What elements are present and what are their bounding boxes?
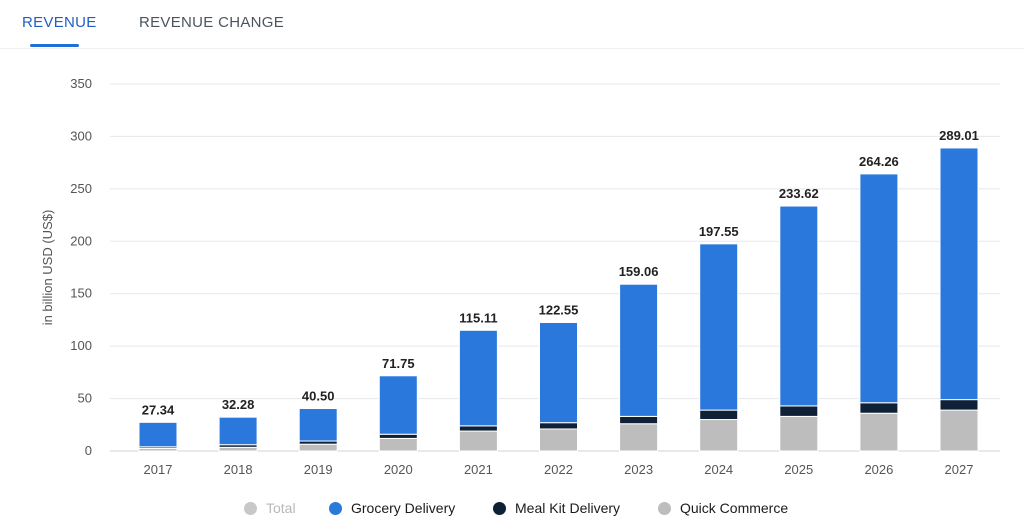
total-data-label: 40.50 — [302, 389, 335, 404]
bar-quick-commerce-2023 — [619, 423, 659, 452]
bar-meal-kit-delivery-2027 — [939, 399, 979, 411]
bar-meal-kit-delivery-2023 — [619, 415, 659, 425]
bar-quick-commerce-2026 — [859, 412, 899, 452]
total-data-label: 27.34 — [142, 402, 175, 417]
bar-grocery-delivery-2027 — [939, 147, 979, 401]
total-data-label: 197.55 — [699, 224, 739, 239]
bar-meal-kit-delivery-2024 — [699, 409, 739, 421]
bar-meal-kit-delivery-2026 — [859, 402, 899, 414]
total-data-label: 233.62 — [779, 186, 819, 201]
x-tick-label: 2024 — [704, 462, 733, 477]
legend-swatch-total — [244, 501, 257, 515]
bar-quick-commerce-2024 — [699, 419, 739, 452]
legend-swatch-quick-commerce — [658, 501, 671, 515]
bar-quick-commerce-2021 — [458, 430, 498, 452]
bar-grocery-delivery-2026 — [859, 173, 899, 404]
bar-quick-commerce-2022 — [539, 428, 578, 452]
y-tick-label: 350 — [70, 76, 92, 91]
tab-revenue[interactable]: REVENUE — [22, 14, 97, 31]
x-tick-label: 2017 — [144, 462, 173, 477]
y-tick-label: 200 — [70, 233, 92, 248]
total-data-label: 32.28 — [222, 397, 255, 412]
legend-swatch-meal-kit-delivery — [493, 501, 506, 515]
x-tick-label: 2020 — [384, 462, 413, 477]
total-data-label: 115.11 — [459, 310, 497, 325]
legend-item-grocery-delivery[interactable]: Grocery Delivery — [329, 500, 455, 516]
bar-meal-kit-delivery-2021 — [458, 425, 498, 432]
y-tick-label: 100 — [70, 338, 92, 353]
x-tick-label: 2022 — [544, 462, 573, 477]
legend-label-quick-commerce: Quick Commerce — [680, 500, 789, 516]
y-tick-label: 50 — [78, 391, 92, 406]
legend-label-grocery-delivery: Grocery Delivery — [351, 500, 456, 516]
bar-grocery-delivery-2021 — [458, 329, 498, 427]
y-tick-label: 250 — [70, 181, 92, 196]
bar-meal-kit-delivery-2020 — [378, 433, 418, 439]
bar-quick-commerce-2025 — [779, 415, 819, 452]
chart-legend: Total Grocery Delivery Meal Kit Delivery… — [0, 496, 1024, 520]
legend-swatch-grocery-delivery — [329, 501, 342, 515]
bar-quick-commerce-2019 — [298, 443, 338, 452]
bar-meal-kit-delivery-2022 — [539, 422, 578, 430]
legend-label-meal-kit-delivery: Meal Kit Delivery — [515, 500, 621, 516]
bar-meal-kit-delivery-2025 — [779, 405, 819, 417]
legend-item-total[interactable]: Total — [244, 500, 296, 516]
x-tick-label: 2023 — [624, 462, 653, 477]
x-tick-label: 2018 — [224, 462, 253, 477]
bar-grocery-delivery-2025 — [779, 205, 819, 407]
x-tick-label: 2021 — [464, 462, 493, 477]
x-tick-label: 2027 — [945, 462, 974, 477]
y-tick-label: 300 — [70, 128, 92, 143]
x-tick-label: 2019 — [304, 462, 333, 477]
bar-grocery-delivery-2019 — [298, 408, 338, 442]
active-tab-indicator — [30, 44, 79, 47]
tab-bar: REVENUE REVENUE CHANGE — [0, 0, 1024, 49]
total-data-label: 122.55 — [539, 302, 579, 317]
x-tick-label: 2026 — [864, 462, 893, 477]
total-data-label: 159.06 — [619, 264, 659, 279]
legend-item-quick-commerce[interactable]: Quick Commerce — [658, 500, 788, 516]
total-data-label: 289.01 — [939, 128, 979, 143]
bar-grocery-delivery-2022 — [539, 321, 578, 424]
bar-quick-commerce-2027 — [939, 409, 979, 452]
tab-revenue-change[interactable]: REVENUE CHANGE — [139, 14, 285, 31]
total-data-label: 264.26 — [859, 154, 899, 169]
bar-quick-commerce-2018 — [218, 446, 258, 452]
y-tick-label: 150 — [70, 286, 92, 301]
y-tick-label: 0 — [85, 443, 92, 458]
bar-quick-commerce-2020 — [378, 437, 418, 452]
bar-grocery-delivery-2017 — [138, 421, 178, 448]
bar-grocery-delivery-2020 — [378, 375, 418, 435]
bar-grocery-delivery-2024 — [699, 243, 739, 411]
x-tick-label: 2025 — [784, 462, 813, 477]
bar-grocery-delivery-2023 — [619, 283, 659, 417]
total-data-label: 71.75 — [382, 356, 415, 371]
y-axis-label: in billion USD (US$) — [40, 210, 55, 326]
legend-label-total: Total — [266, 500, 296, 516]
bar-grocery-delivery-2018 — [218, 416, 258, 446]
legend-item-meal-kit-delivery[interactable]: Meal Kit Delivery — [493, 500, 620, 516]
revenue-chart: 0 50 100 150 200 250 300 350 in billion USD (US$… — [40, 76, 1000, 477]
